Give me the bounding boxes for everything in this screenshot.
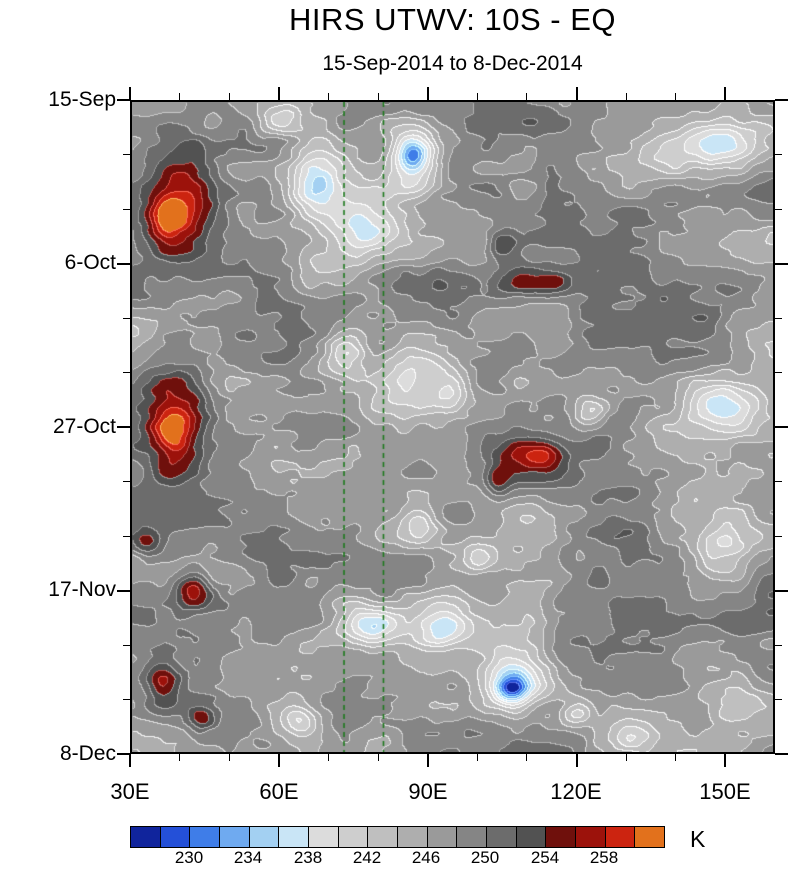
tick-mark	[775, 699, 782, 700]
tick-mark	[775, 262, 788, 265]
colorbar-tick-label: 250	[470, 848, 500, 867]
tick-mark	[775, 208, 782, 210]
tick-mark	[117, 589, 130, 592]
tick-mark	[117, 753, 130, 755]
colorbar-tick-label: 254	[530, 848, 560, 867]
tick-mark	[228, 93, 230, 100]
tick-mark	[123, 699, 130, 700]
tick-mark	[117, 426, 130, 428]
tick-mark	[327, 754, 329, 761]
tick-mark	[123, 208, 130, 210]
colorbar-box	[338, 827, 369, 847]
colorbar-box	[160, 827, 191, 847]
tick-mark	[526, 754, 528, 761]
tick-mark	[775, 481, 782, 482]
tick-mark	[775, 753, 788, 755]
colorbar-box	[487, 827, 517, 847]
tick-mark	[277, 87, 280, 100]
tick-mark	[575, 754, 578, 767]
tick-mark	[426, 87, 429, 100]
tick-mark	[775, 426, 788, 428]
tick-mark	[775, 154, 782, 155]
tick-mark	[123, 481, 130, 482]
tick-mark	[377, 754, 379, 761]
tick-mark	[625, 93, 627, 100]
tick-mark	[675, 754, 677, 761]
colorbar-box	[546, 827, 577, 847]
colorbar-box	[516, 827, 547, 847]
colorbar-box	[131, 827, 161, 847]
tick-mark	[123, 317, 130, 319]
y-tick-label: 8-Dec	[59, 742, 116, 765]
colorbar-tick-label: 242	[352, 848, 382, 867]
tick-mark	[775, 372, 782, 373]
tick-mark	[179, 754, 181, 761]
colorbar-tick-label: 258	[589, 848, 619, 867]
plot-subtitle: 15-Sep-2014 to 8-Dec-2014	[322, 52, 583, 75]
tick-mark	[228, 754, 230, 761]
x-tick-label: 30E	[110, 779, 150, 804]
tick-mark	[123, 154, 130, 155]
x-tick-label: 150E	[699, 779, 751, 804]
tick-mark	[775, 644, 782, 646]
colorbar-unit-label: K	[690, 826, 706, 852]
y-tick-label: 6-Oct	[64, 251, 116, 274]
x-tick-label: 60E	[259, 779, 299, 804]
colorbar-box	[398, 827, 428, 847]
tick-mark	[117, 262, 130, 265]
colorbar-box	[605, 827, 636, 847]
colorbar-tick-label: 234	[233, 848, 263, 867]
colorbar-tick-label: 246	[411, 848, 441, 867]
tick-mark	[123, 372, 130, 373]
tick-mark	[476, 754, 478, 761]
colorbar-box	[279, 827, 310, 847]
y-tick-label: 27-Oct	[52, 415, 116, 438]
tick-mark	[117, 99, 130, 101]
tick-mark	[724, 754, 727, 767]
tick-mark	[123, 535, 130, 537]
hovmoller-field-canvas	[132, 102, 773, 752]
colorbar-box	[635, 827, 665, 847]
plot-area	[130, 100, 775, 754]
x-tick-label: 90E	[408, 779, 448, 804]
tick-mark	[129, 87, 131, 100]
colorbar-box	[576, 827, 606, 847]
colorbar-box	[368, 827, 399, 847]
colorbar	[130, 826, 665, 848]
tick-mark	[179, 93, 181, 100]
tick-mark	[775, 317, 782, 319]
tick-mark	[426, 754, 429, 767]
tick-mark	[476, 93, 478, 100]
tick-mark	[526, 93, 528, 100]
tick-mark	[775, 589, 788, 592]
tick-mark	[625, 754, 627, 761]
tick-mark	[277, 754, 280, 767]
tick-mark	[724, 87, 727, 100]
plot-title: HIRS UTWV: 10S - EQ	[288, 2, 616, 37]
tick-mark	[775, 535, 782, 537]
tick-mark	[129, 754, 131, 767]
colorbar-tick-label: 238	[293, 848, 323, 867]
y-tick-label: 17-Nov	[48, 578, 116, 601]
colorbar-box	[249, 827, 280, 847]
tick-mark	[775, 99, 788, 101]
tick-mark	[327, 93, 329, 100]
colorbar-box	[220, 827, 250, 847]
colorbar-tick-label: 230	[174, 848, 204, 867]
tick-mark	[675, 93, 677, 100]
tick-mark	[377, 93, 379, 100]
tick-mark	[575, 87, 578, 100]
x-tick-label: 120E	[550, 779, 602, 804]
colorbar-box	[309, 827, 339, 847]
colorbar-box	[457, 827, 488, 847]
y-tick-label: 15-Sep	[48, 88, 116, 111]
colorbar-box	[190, 827, 221, 847]
colorbar-box	[427, 827, 458, 847]
tick-mark	[123, 644, 130, 646]
